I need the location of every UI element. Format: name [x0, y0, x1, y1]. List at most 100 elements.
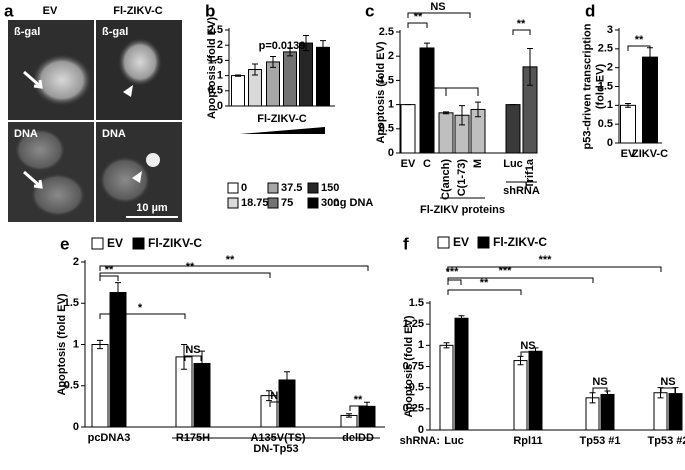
- y-tick-label: 0.75: [403, 360, 424, 372]
- arrow: [23, 170, 43, 189]
- y-tick-label: 1.5: [208, 54, 223, 66]
- x-tick-label: EV: [401, 158, 416, 170]
- significance-bracket: [447, 289, 522, 295]
- error-bar: [181, 344, 187, 370]
- bar: [266, 61, 280, 107]
- legend-swatch: [132, 237, 145, 250]
- y-tick-label: 1.5: [64, 297, 79, 309]
- y-tick-label: 2.5: [379, 26, 394, 38]
- y-axis-label: Apoptosis (fold EV): [403, 315, 415, 417]
- bar: [231, 75, 245, 107]
- significance-bracket: [407, 22, 428, 28]
- annotation: **: [635, 34, 644, 46]
- category-prefix: shRNA:: [400, 435, 440, 447]
- y-tick-label: 3: [607, 24, 613, 36]
- annotation: ***: [499, 265, 513, 277]
- nucleus: [146, 153, 160, 167]
- y-axis-label: Apoptosis (fold EV): [56, 293, 68, 395]
- y-axis-label: (fold EV): [594, 64, 606, 110]
- x-tick-label: Luc: [503, 158, 523, 170]
- panel-label: e: [60, 234, 69, 253]
- significance-bracket: [407, 12, 471, 18]
- error-bar: [97, 339, 103, 350]
- legend-label: 75: [281, 197, 293, 209]
- error-bar: [443, 111, 449, 115]
- legend-label: 150: [321, 182, 339, 194]
- x-tick-label: C(1-73): [456, 159, 468, 197]
- significance-bracket: [447, 277, 594, 283]
- panel-a: a EV Fl-ZIKV-C ß-gal ß-gal DNA DNA 10 µm: [4, 1, 182, 222]
- significance-bracket: [660, 387, 676, 393]
- significance-bracket: [99, 265, 369, 271]
- x-tick-label: pcDNA3: [88, 432, 131, 444]
- legend-swatch: [227, 197, 239, 209]
- annotation: ***: [539, 254, 553, 266]
- x-tick-label: Tp53 #2: [648, 435, 685, 447]
- x-tick-label: Trif1a: [524, 158, 536, 188]
- y-tick-label: 0.5: [208, 85, 223, 97]
- annotation: NS: [592, 376, 607, 388]
- bar: [505, 104, 521, 154]
- bar: [283, 51, 297, 107]
- image-label: DNA: [102, 128, 126, 140]
- bar: [528, 350, 543, 431]
- error-bar: [115, 282, 121, 303]
- significance-bracket: [99, 275, 119, 281]
- error-bar: [284, 371, 290, 389]
- y-tick-label: 0.5: [64, 380, 79, 392]
- annotation: **: [480, 277, 489, 289]
- significance-bracket: [447, 279, 462, 285]
- column-header: Fl-ZIKV-C: [113, 5, 163, 17]
- annotation: NS: [185, 344, 200, 356]
- legend-unit: ng DNA: [333, 197, 373, 209]
- annotation: NS: [520, 340, 535, 352]
- y-tick-label: 1.5: [379, 74, 394, 86]
- bar: [620, 104, 636, 144]
- bar: [299, 42, 313, 107]
- image-label: DNA: [14, 128, 38, 140]
- bar: [600, 393, 615, 431]
- bar: [419, 47, 435, 154]
- annotation: **: [226, 254, 235, 266]
- y-tick-label: 1.5: [409, 297, 424, 309]
- significance-bracket: [184, 355, 202, 361]
- x-tick-label: M: [472, 159, 484, 168]
- legend-swatch: [227, 182, 239, 194]
- legend-swatch: [437, 236, 450, 249]
- error-bar: [235, 74, 241, 77]
- error-bar: [459, 105, 465, 126]
- legend-label: 300: [321, 197, 339, 209]
- y-tick-label: 0.5: [409, 382, 424, 394]
- arrowhead: [132, 171, 142, 183]
- arrow: [23, 70, 43, 89]
- y-tick-label: 0.25: [403, 403, 424, 415]
- error-bar: [443, 342, 450, 349]
- bar: [400, 104, 416, 154]
- legend-label: EV: [107, 236, 123, 250]
- y-tick-label: 1: [73, 338, 79, 350]
- x-tick-label: EV: [621, 148, 636, 160]
- group-label: Fl-ZIKV proteins: [420, 204, 505, 216]
- annotation: **: [105, 264, 114, 276]
- annotation: **: [186, 261, 195, 273]
- error-bar: [458, 315, 465, 322]
- bar: [91, 344, 109, 428]
- y-tick-label: 1.5: [598, 80, 613, 92]
- legend-label: EV: [453, 235, 469, 249]
- y-tick-label: 1: [217, 70, 223, 82]
- group-label: DN-Tp53: [253, 443, 298, 455]
- y-tick-label: 0: [607, 137, 613, 149]
- y-axis-label: Apoptosis (fold EV): [206, 17, 218, 119]
- legend-swatch: [307, 197, 319, 209]
- bar: [316, 46, 330, 107]
- panel-label: d: [585, 1, 595, 20]
- annotation: *: [138, 302, 143, 314]
- error-bar: [287, 47, 293, 57]
- annotation: NS: [270, 390, 285, 402]
- error-bar: [475, 101, 481, 118]
- nucleus: [14, 128, 66, 172]
- legend-swatch: [477, 236, 490, 249]
- y-tick-label: 2.5: [208, 24, 223, 36]
- error-bar: [346, 413, 352, 418]
